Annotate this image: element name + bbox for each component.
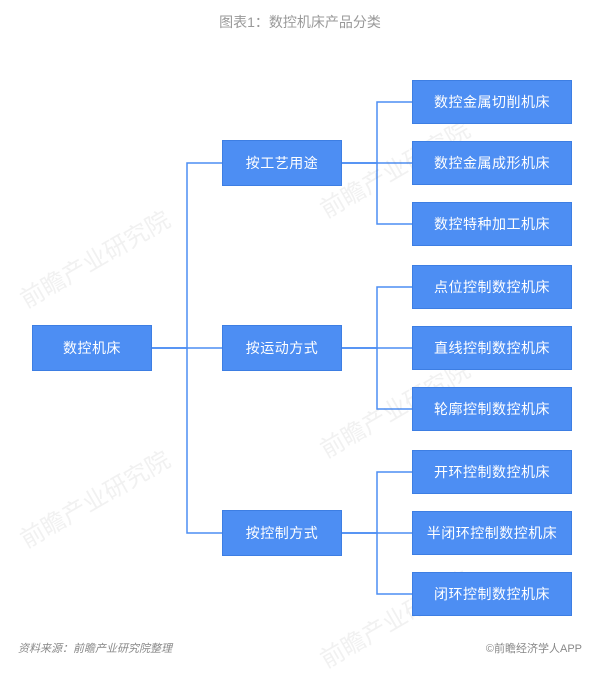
tree-leaf: 数控金属切削机床 — [412, 80, 572, 124]
tree-leaf: 点位控制数控机床 — [412, 265, 572, 309]
tree-leaf: 直线控制数控机床 — [412, 326, 572, 370]
tree-leaf: 轮廓控制数控机床 — [412, 387, 572, 431]
tree-leaf: 数控特种加工机床 — [412, 202, 572, 246]
chart-title: 图表1：数控机床产品分类 — [0, 0, 600, 32]
tree-leaf: 数控金属成形机床 — [412, 141, 572, 185]
tree-leaf: 闭环控制数控机床 — [412, 572, 572, 616]
diagram-stage: 前瞻产业研究院前瞻产业研究院前瞻产业研究院前瞻产业研究院前瞻产业研究院数控机床按… — [0, 40, 600, 640]
tree-category: 按运动方式 — [222, 325, 342, 371]
tree-root: 数控机床 — [32, 325, 152, 371]
copyright-text: ©前瞻经济学人APP — [486, 640, 582, 656]
tree-category: 按控制方式 — [222, 510, 342, 556]
tree-leaf: 半闭环控制数控机床 — [412, 511, 572, 555]
source-attribution: 资料来源：前瞻产业研究院整理 — [18, 640, 172, 656]
tree-category: 按工艺用途 — [222, 140, 342, 186]
tree-leaf: 开环控制数控机床 — [412, 450, 572, 494]
